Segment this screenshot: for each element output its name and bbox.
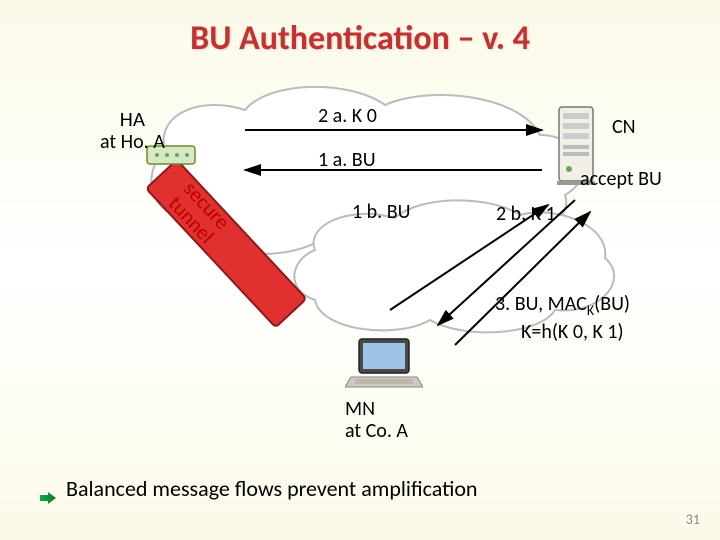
- mn-label-line1: MN: [345, 398, 408, 420]
- ha-label: HA at Ho. A: [100, 108, 165, 153]
- bullet-text: Balanced message flows prevent amplifica…: [66, 475, 478, 502]
- cn-label: CN: [612, 115, 636, 139]
- msg-1a: 1 a. BU: [318, 148, 376, 172]
- slide-number: 31: [686, 511, 700, 528]
- msg-3-l1c: (BU): [594, 292, 630, 316]
- msg-3-line1: 3. BU, MACK(BU): [495, 292, 630, 320]
- msg-3-l1a: 3. BU, MAC: [495, 292, 587, 316]
- canvas-svg: [0, 0, 720, 540]
- accept-label: accept BU: [580, 167, 662, 191]
- laptop-icon: [345, 335, 423, 391]
- bullet-row: Balanced message flows prevent amplifica…: [40, 475, 478, 502]
- msg-2b: 2 b. K 1: [496, 202, 556, 226]
- mn-label-line2: at Co. A: [345, 420, 408, 442]
- mn-device: [345, 335, 423, 396]
- mn-label: MN at Co. A: [345, 398, 408, 442]
- bullet-icon: [40, 483, 56, 495]
- msg-3-line2: K=h(K 0, K 1): [495, 320, 630, 345]
- ha-label-line1: HA: [100, 108, 165, 131]
- slide-root: BU Authentication – v. 4: [0, 0, 720, 540]
- ha-label-line2: at Ho. A: [100, 131, 165, 153]
- msg-1b: 1 b. BU: [352, 200, 410, 224]
- msg-3: 3. BU, MACK(BU) K=h(K 0, K 1): [495, 292, 630, 345]
- msg-2a: 2 a. K 0: [318, 104, 377, 128]
